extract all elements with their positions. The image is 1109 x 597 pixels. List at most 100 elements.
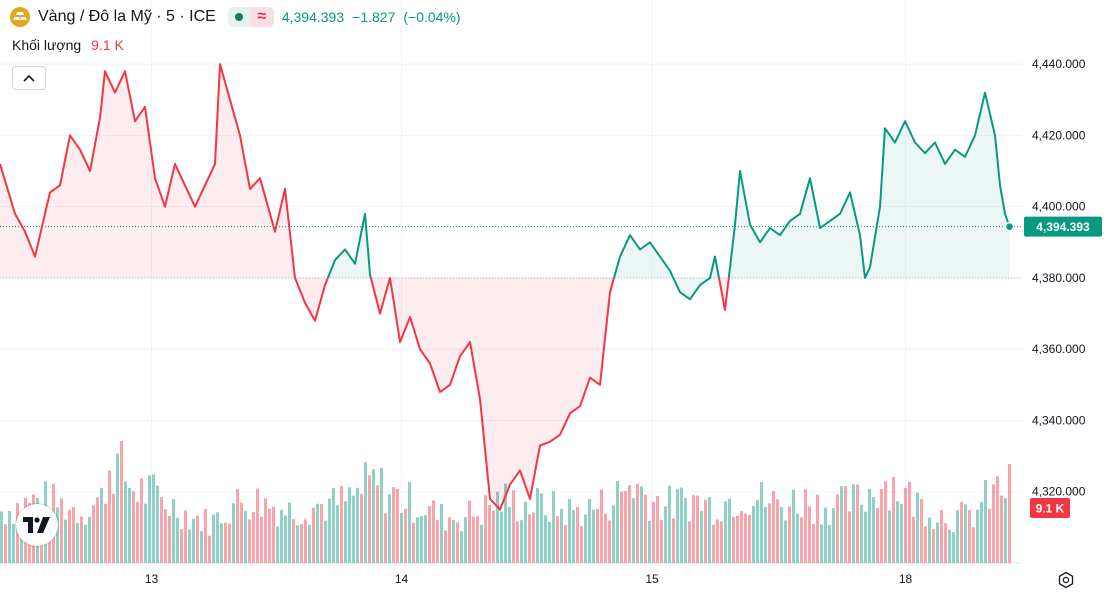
area-below-baseline [0, 64, 328, 321]
volume-bar [128, 487, 131, 563]
volume-bar [268, 508, 271, 563]
volume-bar [100, 487, 103, 563]
volume-bar [840, 486, 843, 563]
volume-bar [444, 530, 447, 563]
volume-bar [728, 498, 731, 563]
x-tick-label: 18 [899, 572, 913, 586]
volume-bar [340, 485, 343, 563]
x-tick-label: 14 [395, 572, 409, 586]
volume-bar [88, 516, 91, 563]
volume-bar [988, 508, 991, 563]
volume-bar [12, 524, 15, 563]
y-tick-label: 4,440.000 [1032, 57, 1086, 71]
volume-bar [280, 510, 283, 563]
volume-bars [0, 440, 1011, 563]
volume-bar [856, 484, 859, 563]
volume-bar [596, 508, 599, 563]
volume-bar [936, 522, 939, 563]
price-line-up [326, 212, 372, 279]
volume-bar [980, 501, 983, 563]
y-tick-label: 4,320.000 [1032, 485, 1086, 499]
volume-bar [408, 481, 411, 563]
volume-bar [372, 469, 375, 563]
volume-bar [156, 485, 159, 563]
volume-bar [644, 494, 647, 563]
last-price-label-bg [1024, 216, 1102, 237]
volume-bar [568, 499, 571, 563]
volume-bar [0, 511, 3, 563]
volume-label: Khối lượng [12, 37, 82, 53]
wave-icon[interactable]: ≈ [249, 7, 274, 27]
volume-bar [96, 497, 99, 563]
collapse-legend-button[interactable] [12, 66, 46, 90]
volume-bar [904, 487, 907, 563]
volume-bar [536, 488, 539, 563]
volume-bar [796, 513, 799, 563]
price-axis[interactable]: 4,320.000 4,340.000 4,360.000 4,380.000 4,40… [1032, 57, 1086, 499]
volume-bar [560, 508, 563, 563]
volume-bar [92, 505, 95, 563]
volume-bar [740, 510, 743, 563]
volume-bar [192, 518, 195, 563]
volume-bar [452, 520, 455, 563]
volume-bar [896, 501, 899, 563]
market-open-dot-icon[interactable] [227, 7, 250, 27]
tradingview-logo[interactable] [16, 504, 58, 546]
symbol-title[interactable]: Vàng / Đô la Mỹ · 5 · ICE [38, 8, 216, 25]
volume-bar [600, 489, 603, 563]
volume-bar [348, 487, 351, 563]
volume-bar [872, 497, 875, 563]
volume-bar [212, 514, 215, 563]
chart-settings-button[interactable] [1056, 570, 1076, 590]
volume-bar [696, 495, 699, 563]
volume-bar [168, 515, 171, 563]
volume-bar [692, 494, 695, 563]
volume-bar [304, 519, 307, 563]
volume-bar [748, 514, 751, 563]
volume-bar [964, 504, 967, 563]
price-line-down [0, 63, 329, 322]
price-line-down [369, 276, 615, 511]
volume-bar [272, 506, 275, 563]
volume-bar [776, 499, 779, 563]
volume-bar [836, 494, 839, 563]
price-line-down [718, 277, 730, 311]
volume-bar [376, 485, 379, 563]
volume-bar [320, 504, 323, 563]
tradingview-logo-icon [23, 517, 50, 533]
volume-legend: Khối lượng 9.1 K [12, 37, 124, 53]
chart-header: Vàng / Đô la Mỹ · 5 · ICE ≈ 4,394.393 −1… [10, 6, 461, 28]
volume-bar [996, 476, 999, 563]
status-badges[interactable]: ≈ [227, 7, 274, 27]
volume-bar [720, 521, 723, 563]
volume-bar [552, 491, 555, 563]
volume-bar [952, 532, 955, 563]
volume-bar [400, 512, 403, 563]
volume-bar [664, 506, 667, 563]
volume-bar [620, 491, 623, 563]
volume-bar [632, 498, 635, 563]
volume-bar [548, 521, 551, 563]
volume-bar [144, 503, 147, 563]
volume-bar [232, 503, 235, 563]
volume-bar [848, 511, 851, 563]
volume-bar [336, 505, 339, 563]
price-lines [0, 63, 1022, 511]
volume-bar [208, 535, 211, 563]
volume-bar [948, 529, 951, 563]
volume-bar [736, 515, 739, 563]
x-tick-label: 13 [145, 572, 159, 586]
volume-bar [660, 519, 663, 563]
gold-symbol-icon[interactable] [10, 7, 30, 27]
area-below-baseline [370, 277, 614, 510]
time-axis[interactable]: 13 14 15 18 [145, 572, 913, 586]
area-above-baseline [728, 92, 1010, 278]
chevron-up-icon [23, 74, 35, 82]
volume-bar [556, 516, 559, 563]
volume-bar [56, 507, 59, 563]
volume-bar [200, 531, 203, 563]
volume-bar [248, 519, 251, 563]
volume-bar [832, 508, 835, 563]
volume-bar [628, 485, 631, 563]
